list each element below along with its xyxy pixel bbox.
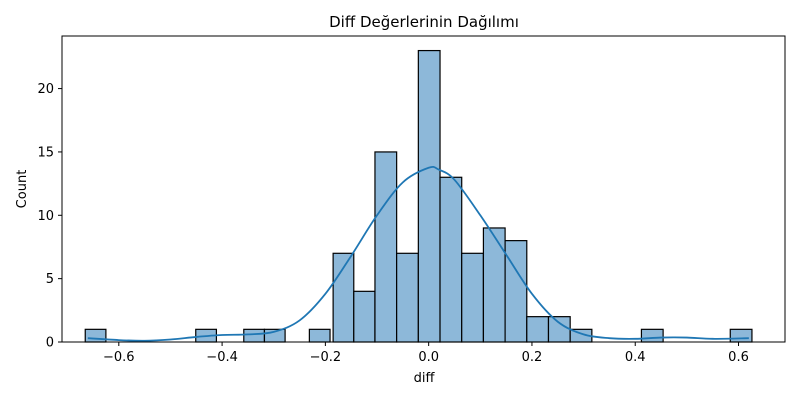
y-axis-ticks: 0 5 10 15 20 [37,82,62,351]
histogram-bar-2 [243,328,266,343]
x-tick-label: −0.2 [310,350,342,365]
y-tick-label: 10 [37,209,54,224]
histogram-bar-12 [482,227,506,343]
kde-line [87,165,749,342]
y-tick-label: 20 [37,82,54,97]
x-axis-ticks: −0.6 −0.4 −0.2 0.0 0.2 0.4 0.6 [103,342,749,365]
histogram-bar-0 [84,328,107,343]
x-tick-label: 0.4 [625,350,646,365]
histogram-bar-15 [547,316,571,343]
histogram-bar-11 [461,252,485,343]
histogram-bar-4 [308,328,331,343]
x-tick-label: −0.6 [103,350,135,365]
y-tick-label: 15 [37,145,54,160]
y-tick-label: 5 [46,272,54,287]
histogram-bar-9 [417,49,441,343]
histogram-bar-7 [374,151,398,343]
histogram-bar-6 [353,290,376,343]
histogram-bar-8 [396,252,419,343]
histogram-bar-17 [640,328,664,343]
x-tick-label: 0.6 [728,350,749,365]
histogram-bar-10 [439,176,463,343]
chart-title: Diff Değerlerinin Dağılımı [329,13,519,31]
plot-frame [61,35,786,343]
histogram-bar-18 [729,328,753,343]
x-tick-label: 0.2 [522,350,543,365]
histogram-bar-13 [504,240,528,343]
x-axis-label: diff [414,371,436,386]
x-tick-label: −0.4 [206,350,238,365]
x-tick-label: 0.0 [418,350,439,365]
y-tick-label: 0 [46,336,54,351]
y-axis-label: Count [15,170,30,209]
histogram-bar-14 [526,316,550,343]
bars-group [84,49,753,343]
